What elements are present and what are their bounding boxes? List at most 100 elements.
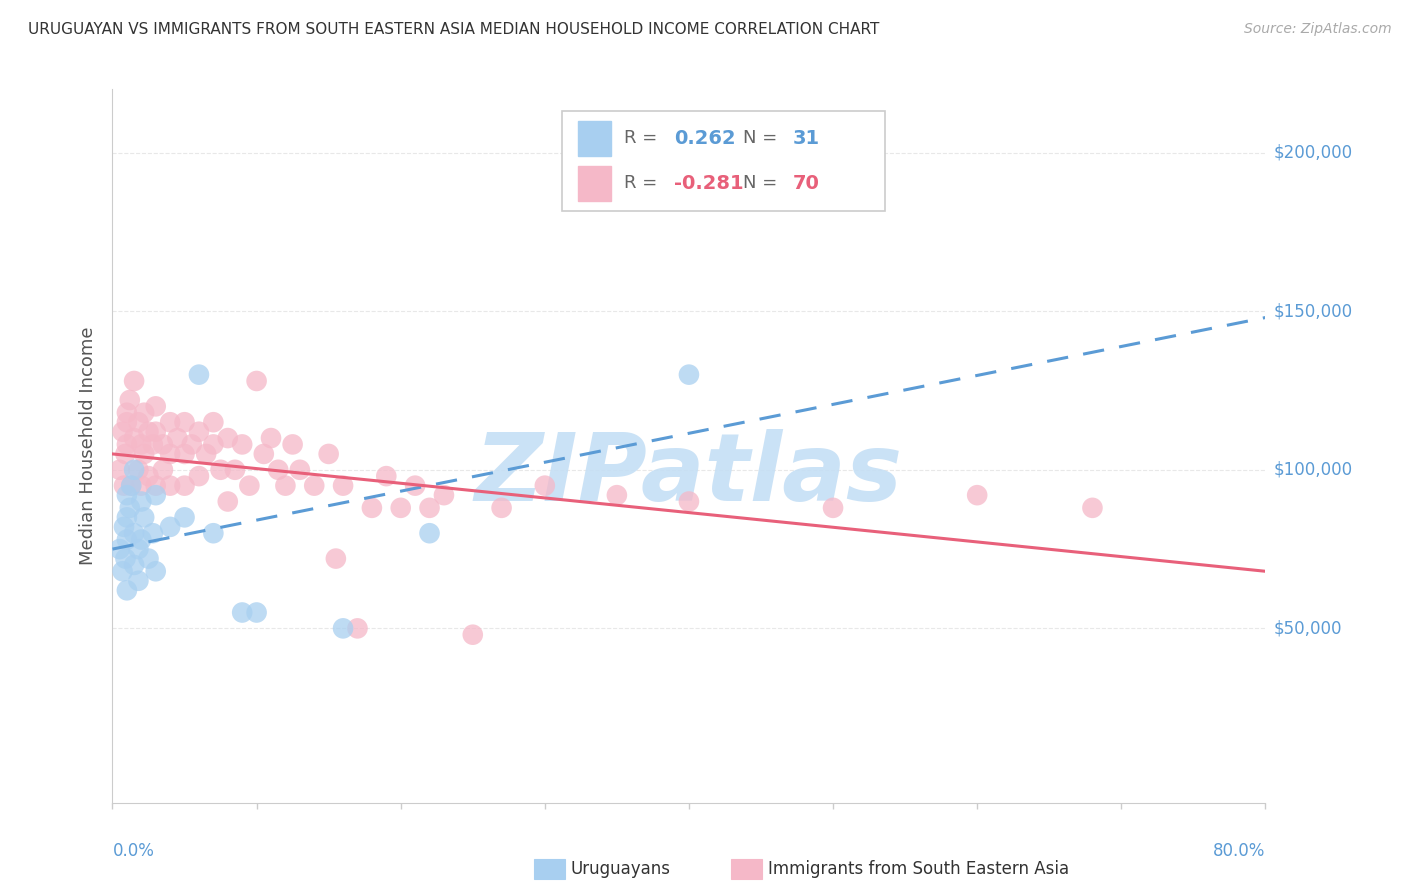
Point xyxy=(419,500,441,515)
Point xyxy=(134,406,156,420)
Point xyxy=(114,447,136,461)
Point xyxy=(253,447,276,461)
Point xyxy=(115,437,138,451)
Point xyxy=(966,488,988,502)
Point xyxy=(318,447,340,461)
Text: Source: ZipAtlas.com: Source: ZipAtlas.com xyxy=(1244,22,1392,37)
Point xyxy=(138,551,160,566)
Point xyxy=(122,558,145,572)
Text: 70: 70 xyxy=(793,174,820,193)
Point xyxy=(129,478,153,492)
Text: 31: 31 xyxy=(793,129,820,148)
Point xyxy=(202,437,225,451)
Point xyxy=(115,533,138,547)
Point xyxy=(188,425,211,439)
Point xyxy=(461,628,484,642)
Point xyxy=(145,478,167,492)
Point xyxy=(134,510,156,524)
Point xyxy=(217,494,239,508)
Text: $100,000: $100,000 xyxy=(1274,461,1353,479)
Point xyxy=(138,425,160,439)
Text: R =: R = xyxy=(624,129,664,147)
Point xyxy=(120,478,142,492)
Point xyxy=(375,469,398,483)
Text: R =: R = xyxy=(624,175,664,193)
Point xyxy=(231,437,253,451)
Text: $200,000: $200,000 xyxy=(1274,144,1353,161)
Point xyxy=(180,437,202,451)
Point xyxy=(129,533,153,547)
Point xyxy=(115,510,138,524)
Point xyxy=(120,478,142,492)
Point xyxy=(115,415,138,429)
Point xyxy=(404,478,426,492)
Y-axis label: Median Household Income: Median Household Income xyxy=(79,326,97,566)
Text: Uruguayans: Uruguayans xyxy=(571,860,671,878)
Point xyxy=(129,437,153,451)
Point xyxy=(152,463,174,477)
Text: 0.262: 0.262 xyxy=(673,129,735,148)
Point xyxy=(122,431,145,445)
Point xyxy=(142,437,165,451)
Point xyxy=(821,500,844,515)
Text: 0.0%: 0.0% xyxy=(112,842,155,860)
Point xyxy=(114,551,136,566)
Point xyxy=(678,368,700,382)
Point xyxy=(173,510,195,524)
Point xyxy=(159,520,181,534)
Point xyxy=(142,526,165,541)
Point xyxy=(152,437,174,451)
Point xyxy=(274,478,297,492)
Point xyxy=(224,463,246,477)
Point xyxy=(108,542,131,557)
Point xyxy=(238,478,260,492)
Point xyxy=(118,392,141,407)
FancyBboxPatch shape xyxy=(562,111,884,211)
Point xyxy=(209,463,232,477)
Point xyxy=(245,606,267,620)
Point xyxy=(288,463,311,477)
Point xyxy=(115,488,138,502)
Point xyxy=(108,463,131,477)
Point xyxy=(202,415,225,429)
Point xyxy=(111,564,134,578)
Point xyxy=(112,520,135,534)
Point xyxy=(115,406,138,420)
Point xyxy=(173,415,195,429)
Point xyxy=(145,564,167,578)
Text: N =: N = xyxy=(744,175,783,193)
Point xyxy=(159,415,181,429)
Point xyxy=(245,374,267,388)
Point xyxy=(533,478,555,492)
Point xyxy=(134,447,156,461)
Point xyxy=(138,469,160,483)
Point xyxy=(173,447,195,461)
Point xyxy=(118,500,141,515)
Point xyxy=(159,478,181,492)
Text: Immigrants from South Eastern Asia: Immigrants from South Eastern Asia xyxy=(768,860,1069,878)
Point xyxy=(166,431,188,445)
Point xyxy=(217,431,239,445)
Point xyxy=(678,494,700,508)
Text: ZIPatlas: ZIPatlas xyxy=(475,428,903,521)
Text: URUGUAYAN VS IMMIGRANTS FROM SOUTH EASTERN ASIA MEDIAN HOUSEHOLD INCOME CORRELAT: URUGUAYAN VS IMMIGRANTS FROM SOUTH EASTE… xyxy=(28,22,880,37)
Bar xyxy=(578,166,610,201)
Point xyxy=(281,437,304,451)
Point xyxy=(433,488,456,502)
Point xyxy=(304,478,326,492)
Point xyxy=(491,500,513,515)
Text: N =: N = xyxy=(744,129,783,147)
Text: 80.0%: 80.0% xyxy=(1213,842,1265,860)
Point xyxy=(115,583,138,598)
Point xyxy=(145,488,167,502)
Point xyxy=(606,488,628,502)
Text: $150,000: $150,000 xyxy=(1274,302,1353,320)
Point xyxy=(231,606,253,620)
Point xyxy=(1081,500,1104,515)
Point xyxy=(419,526,441,541)
Point xyxy=(112,478,135,492)
Point xyxy=(188,368,211,382)
Text: -0.281: -0.281 xyxy=(673,174,744,193)
Point xyxy=(127,574,149,588)
Bar xyxy=(578,121,610,155)
